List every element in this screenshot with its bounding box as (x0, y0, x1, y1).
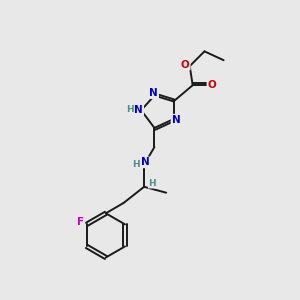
Text: H: H (148, 179, 156, 188)
Text: O: O (208, 80, 216, 90)
Text: H: H (132, 160, 140, 169)
Text: N: N (172, 115, 180, 125)
Text: N: N (149, 88, 158, 98)
Text: N: N (141, 158, 150, 167)
Text: O: O (181, 60, 190, 70)
Text: H: H (126, 105, 134, 114)
Text: N: N (134, 105, 143, 115)
Text: F: F (77, 217, 84, 227)
